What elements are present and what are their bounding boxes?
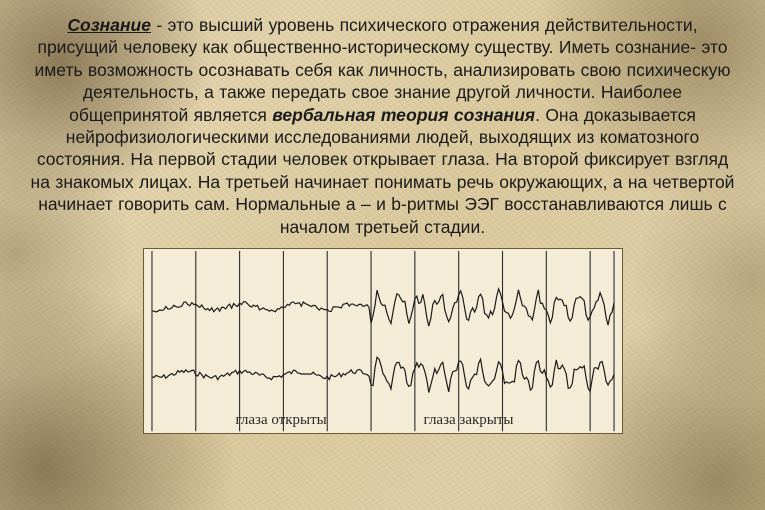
eeg-trace-top [151, 289, 613, 326]
main-paragraph: Сознание - это высший уровень психическо… [28, 14, 737, 238]
eeg-grid-lines [151, 251, 613, 431]
slide-page: Сознание - это высший уровень психическо… [0, 0, 765, 510]
keyword-consciousness: Сознание [67, 15, 151, 35]
eeg-trace-bottom [151, 357, 613, 392]
eeg-label-eyes-closed: глаза закрыты [424, 412, 514, 429]
eeg-label-eyes-open: глаза открыты [236, 412, 327, 429]
eeg-chart: глаза открыты глаза закрыты [143, 248, 623, 434]
eeg-svg [144, 249, 622, 433]
emphasis-verbal-theory: вербальная теория сознания [272, 105, 535, 125]
